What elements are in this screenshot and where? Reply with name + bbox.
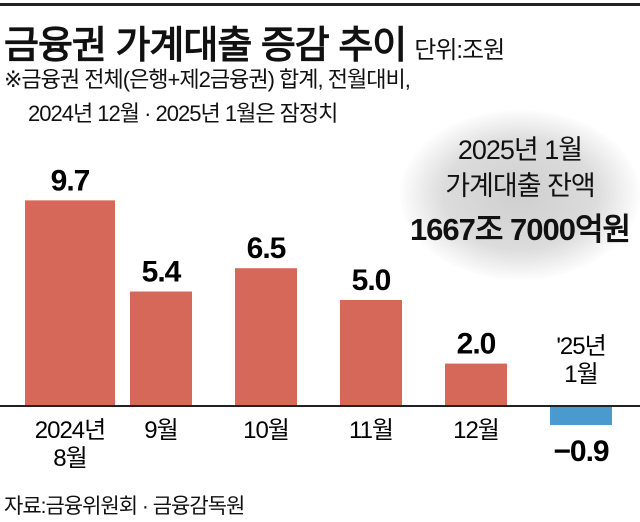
title-text: 금융권 가계대출 증감 추이 bbox=[4, 25, 407, 67]
data-label: 5.4 bbox=[142, 256, 182, 289]
bar bbox=[445, 363, 507, 406]
source-note: 자료:금융위원회 · 금융감독원 bbox=[4, 495, 245, 518]
callout-line-2: 가계대출 잔액 bbox=[445, 171, 596, 201]
tick-label: 10월 bbox=[243, 417, 289, 444]
tick-label: 12월 bbox=[453, 417, 499, 444]
bar bbox=[340, 300, 402, 406]
tick-label: 11월 bbox=[349, 417, 393, 444]
data-label: 2.0 bbox=[457, 328, 496, 361]
top-rule bbox=[0, 3, 640, 6]
callout-line-1: 2025년 1월 bbox=[457, 135, 583, 165]
bar bbox=[25, 200, 115, 406]
callout-line-3: 1667조 7000억원 bbox=[409, 212, 631, 247]
tick-label: 2024년 bbox=[35, 417, 105, 444]
note-line-2: 2024년 12월 · 2025년 1월은 잠정치 bbox=[28, 101, 338, 126]
tick-label: 1월 bbox=[564, 361, 597, 388]
bar bbox=[235, 268, 297, 406]
chart-title: 금융권 가계대출 증감 추이 단위:조원 bbox=[4, 14, 505, 69]
tick-label: 8월 bbox=[53, 445, 86, 472]
data-label: 9.7 bbox=[51, 164, 90, 197]
tick-label: 9월 bbox=[144, 417, 177, 444]
tick-label: '25년 bbox=[556, 333, 605, 360]
data-label: 6.5 bbox=[247, 232, 286, 265]
unit-label: 단위:조원 bbox=[414, 37, 505, 64]
note-line-1: ※금융권 전체(은행+제2금융권) 합계, 전월대비, bbox=[4, 67, 411, 92]
bar bbox=[130, 291, 192, 406]
data-label: 5.0 bbox=[352, 264, 391, 297]
bar bbox=[550, 406, 612, 426]
callout-bubble bbox=[400, 110, 640, 280]
data-label: −0.9 bbox=[553, 435, 609, 468]
